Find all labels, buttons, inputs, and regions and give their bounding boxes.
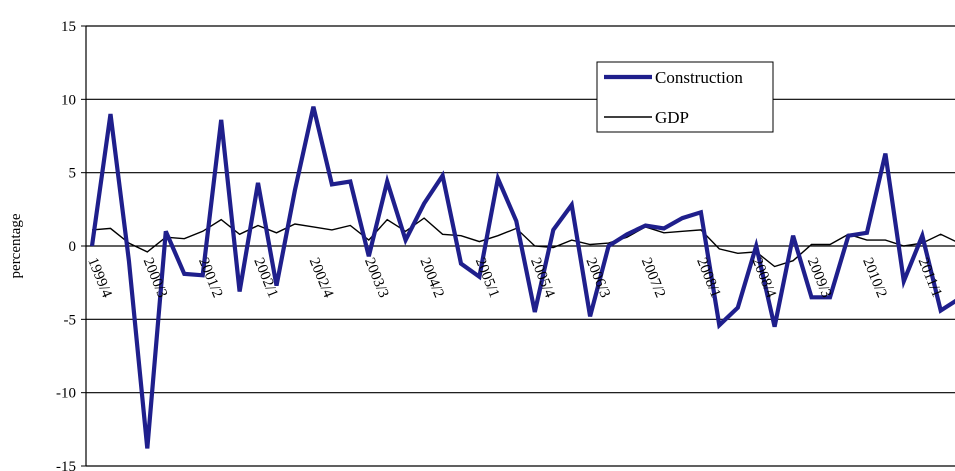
series-line-gdp <box>91 217 955 268</box>
x-tick-label: 2003/3 <box>361 256 391 301</box>
legend-label-construction: Construction <box>655 68 743 87</box>
y-tick-label: -5 <box>64 312 77 328</box>
x-tick-label: 2005/1 <box>472 256 502 301</box>
y-tick-label: 5 <box>69 166 77 182</box>
y-axis-title: percentage <box>8 213 24 278</box>
gridlines <box>86 25 955 467</box>
x-tick-label: 2000/3 <box>140 256 170 301</box>
x-tick-label: 2007/2 <box>638 256 668 301</box>
legend-box <box>596 61 774 133</box>
x-tick-label: 2008/1 <box>693 256 723 301</box>
x-tick-label: 1999/4 <box>84 256 115 301</box>
x-tick-label: 2001/2 <box>195 256 225 301</box>
x-tick-label: 2002/4 <box>306 256 337 301</box>
series-line-construction <box>89 106 955 449</box>
x-tick-label: 2010/2 <box>859 256 889 301</box>
y-tick-label: 15 <box>61 19 76 35</box>
x-tick-label: 2011/1 <box>915 256 945 300</box>
legend-label-gdp: GDP <box>655 108 689 127</box>
y-tick-label: -10 <box>56 386 76 402</box>
x-axis-ticks: 1999/4 2000/3 2001/2 2002/1 2002/4 2003/3 2004… <box>84 256 944 301</box>
y-tick-label: 0 <box>69 239 77 255</box>
y-tick-label: 10 <box>61 92 76 108</box>
y-axis-ticks: 15 10 5 0 -5 -10 -15 <box>56 19 86 471</box>
x-tick-label: 2004/2 <box>416 256 446 301</box>
legend: Construction GDP <box>596 61 774 133</box>
x-tick-label: 2008/4 <box>748 256 779 301</box>
y-tick-label: -15 <box>56 459 76 471</box>
